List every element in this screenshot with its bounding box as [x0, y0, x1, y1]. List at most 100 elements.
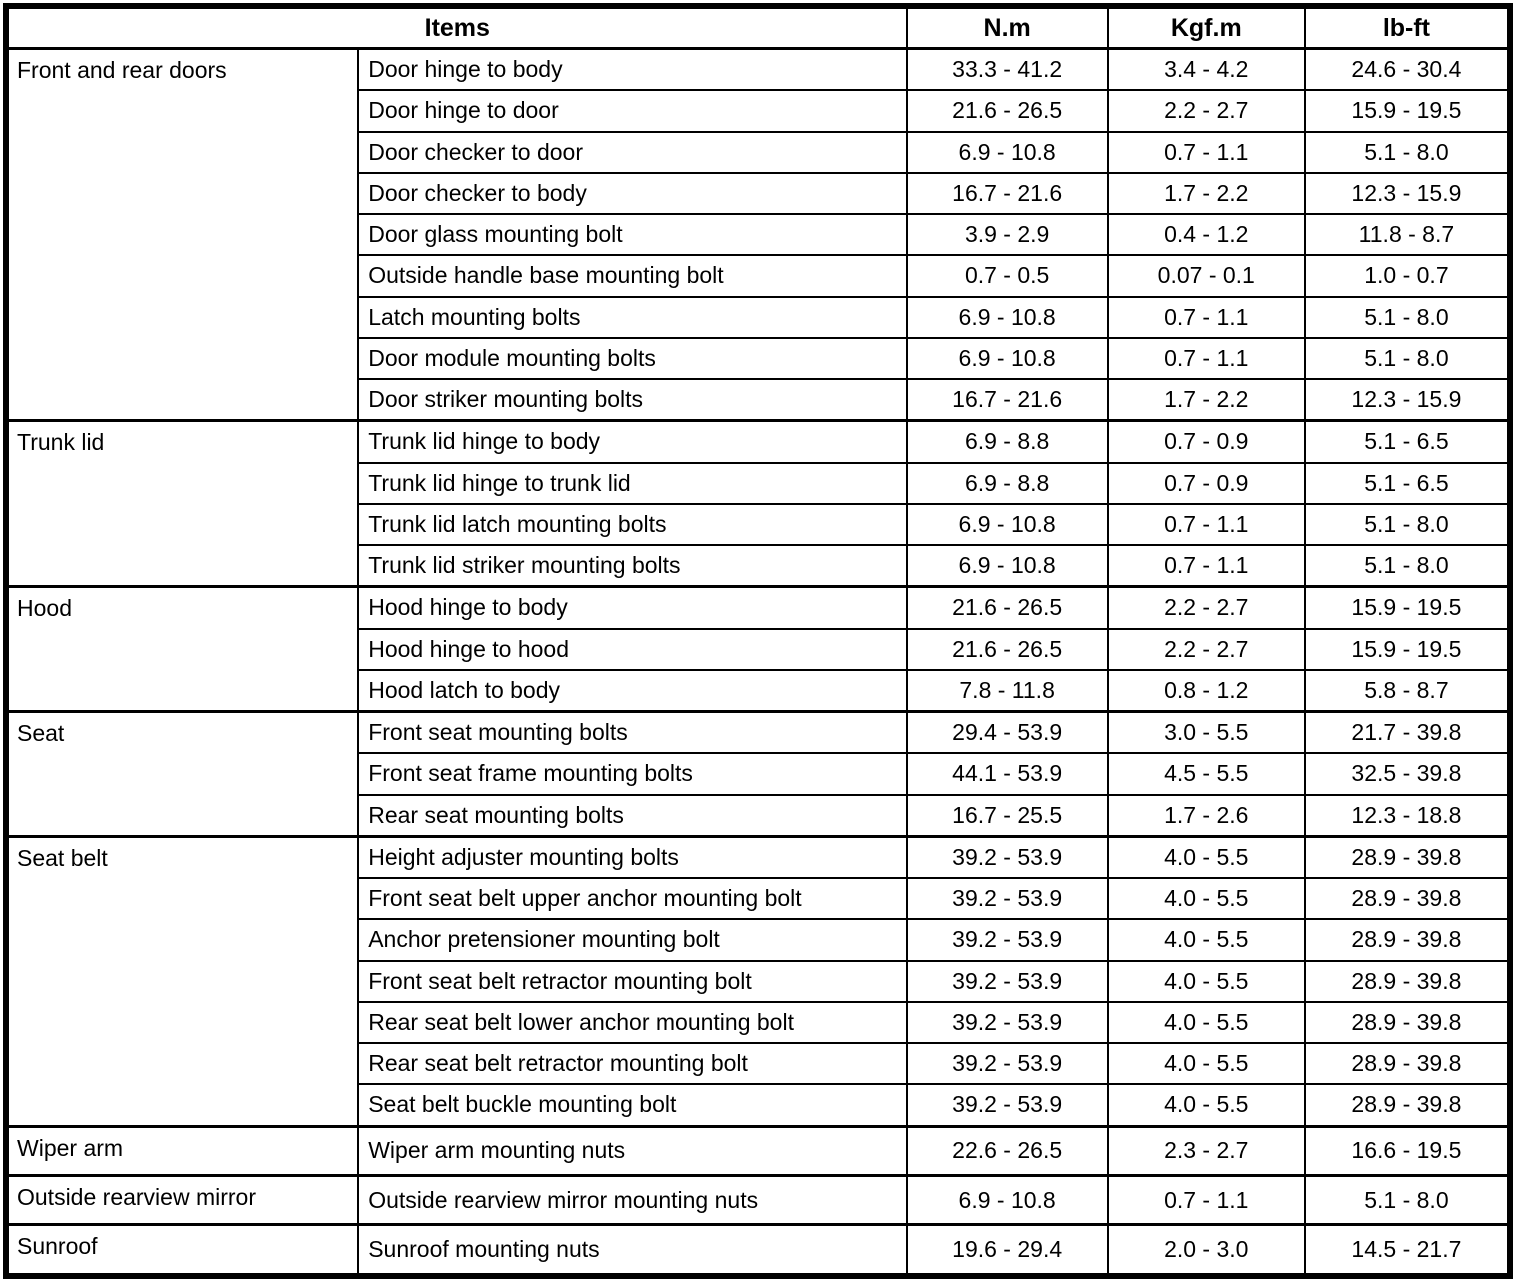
nm-value-cell: 39.2 - 53.9	[905, 959, 1109, 1003]
table-row: Anchor pretensioner mounting bolt 39.2 - …	[6, 918, 1512, 962]
kgfm-value-cell: 0.07 - 0.1	[1106, 254, 1306, 298]
table-row: Front seat belt upper anchor mounting bo…	[6, 876, 1512, 921]
kgfm-value-cell: 4.0 - 5.5	[1106, 918, 1306, 962]
table-row: Outside handle base mounting bolt 0.7 - 0…	[6, 254, 1512, 298]
kgfm-value-cell: 0.8 - 1.2	[1106, 668, 1306, 713]
nm-value-cell: 39.2 - 53.9	[905, 1083, 1109, 1127]
nm-value-cell: 6.9 - 10.8	[905, 336, 1109, 381]
lbft-value-cell: 28.9 - 39.8	[1303, 876, 1512, 921]
kgfm-value-cell: 4.0 - 5.5	[1106, 959, 1306, 1003]
nm-value-cell: 29.4 - 53.9	[905, 710, 1109, 755]
table-row: Hood latch to body 7.8 - 11.8 0.8 - 1.2 5.8…	[6, 668, 1512, 713]
nm-value-cell: 39.2 - 53.9	[905, 834, 1109, 879]
nm-value-cell: 39.2 - 53.9	[905, 876, 1109, 921]
table-row: Front seat frame mounting bolts 44.1 - 53…	[6, 752, 1512, 796]
nm-value-cell: 39.2 - 53.9	[905, 1000, 1109, 1045]
item-cell: Trunk lid striker mounting bolts	[357, 544, 908, 588]
nm-value-cell: 21.6 - 26.5	[905, 585, 1109, 630]
category-cell: Seat	[4, 710, 360, 838]
category-cell: Trunk lid	[4, 419, 360, 588]
nm-value-cell: 6.9 - 10.8	[905, 502, 1109, 547]
item-cell: Front seat frame mounting bolts	[357, 752, 908, 796]
kgfm-value-cell: 0.7 - 1.1	[1106, 1173, 1306, 1226]
nm-value-cell: 21.6 - 26.5	[905, 627, 1109, 671]
nm-value-cell: 3.9 - 2.9	[905, 212, 1109, 257]
kgfm-value-cell: 2.0 - 3.0	[1106, 1223, 1306, 1278]
table-row: Door hinge to door 21.6 - 26.5 2.2 - 2.7 15…	[6, 89, 1512, 133]
table-row: Hood Hood hinge to body 21.6 - 26.5 2.2 - 2…	[4, 585, 1512, 713]
lbft-value-cell: 5.1 - 8.0	[1303, 295, 1512, 339]
lbft-value-cell: 28.9 - 39.8	[1303, 1041, 1512, 1086]
lbft-value-cell: 15.9 - 19.5	[1303, 585, 1512, 630]
table-row: Hood hinge to hood 21.6 - 26.5 2.2 - 2.7 15…	[6, 627, 1512, 671]
category-cell: Seat belt	[4, 834, 360, 1127]
table-row: Trunk lid latch mounting bolts 6.9 - 10.8…	[6, 502, 1512, 547]
lbft-value-cell: 12.3 - 15.9	[1303, 171, 1512, 216]
item-cell: Door hinge to body	[357, 47, 908, 92]
item-cell: Door module mounting bolts	[357, 336, 908, 381]
kgfm-value-cell: 2.2 - 2.7	[1106, 585, 1306, 630]
table-row: Sunroof Sunroof mounting nuts 19.6 - 29.4 2…	[4, 1223, 1512, 1278]
column-header-lbft: lb-ft	[1303, 5, 1512, 50]
table-row: Outside rearview mirror Outside rearview …	[4, 1173, 1512, 1226]
table-row: Trunk lid Trunk lid hinge to body 6.9 - 8.…	[4, 419, 1512, 588]
table-row: Door checker to body 16.7 - 21.6 1.7 - 2.2…	[6, 171, 1512, 216]
lbft-value-cell: 5.1 - 8.0	[1303, 336, 1512, 381]
item-cell: Hood hinge to body	[357, 585, 908, 630]
table-body: Front and rear doors Door hinge to body 33…	[4, 46, 1512, 1278]
table-row: Latch mounting bolts 6.9 - 10.8 0.7 - 1.1 5…	[6, 295, 1512, 339]
item-cell: Height adjuster mounting bolts	[357, 834, 908, 879]
table-row: Front and rear doors Door hinge to body 33…	[4, 46, 1512, 422]
lbft-value-cell: 12.3 - 15.9	[1303, 378, 1512, 422]
kgfm-value-cell: 0.4 - 1.2	[1106, 212, 1306, 257]
kgfm-value-cell: 1.7 - 2.2	[1106, 378, 1306, 422]
item-cell: Trunk lid latch mounting bolts	[357, 502, 908, 547]
lbft-value-cell: 28.9 - 39.8	[1303, 918, 1512, 962]
kgfm-value-cell: 1.7 - 2.6	[1106, 793, 1306, 838]
lbft-value-cell: 5.1 - 8.0	[1303, 1173, 1512, 1226]
table-row: Door glass mounting bolt 3.9 - 2.9 0.4 - 1…	[6, 212, 1512, 257]
kgfm-value-cell: 0.7 - 1.1	[1106, 336, 1306, 381]
kgfm-value-cell: 2.2 - 2.7	[1106, 89, 1306, 133]
torque-spec-table: Items N.m Kgf.m lb-ft Front and rear doo…	[3, 3, 1513, 1279]
nm-value-cell: 16.7 - 25.5	[905, 793, 1109, 838]
table-row: Rear seat mounting bolts 16.7 - 25.5 1.7 -…	[6, 793, 1512, 838]
table-row: Seat belt Height adjuster mounting bolts 3…	[4, 834, 1512, 1127]
nm-value-cell: 6.9 - 10.8	[905, 1173, 1109, 1226]
kgfm-value-cell: 3.4 - 4.2	[1106, 47, 1306, 92]
nm-value-cell: 16.7 - 21.6	[905, 378, 1109, 422]
item-cell: Front seat belt upper anchor mounting bo…	[357, 876, 908, 921]
table-row: Seat Front seat mounting bolts 29.4 - 53.9…	[4, 710, 1512, 838]
nm-value-cell: 16.7 - 21.6	[905, 171, 1109, 216]
lbft-value-cell: 5.1 - 8.0	[1303, 544, 1512, 588]
kgfm-value-cell: 0.7 - 1.1	[1106, 502, 1306, 547]
item-cell: Door striker mounting bolts	[357, 378, 908, 422]
nm-value-cell: 39.2 - 53.9	[905, 1041, 1109, 1086]
column-header-nm: N.m	[905, 5, 1109, 50]
table-row: Seat belt buckle mounting bolt 39.2 - 53.…	[6, 1083, 1512, 1127]
category-cell: Front and rear doors	[4, 46, 360, 422]
item-cell: Rear seat belt lower anchor mounting bol…	[357, 1000, 908, 1045]
lbft-value-cell: 28.9 - 39.8	[1303, 834, 1512, 879]
table-row: Door checker to door 6.9 - 10.8 0.7 - 1.1 5…	[6, 130, 1512, 174]
table-header: Items N.m Kgf.m lb-ft	[5, 5, 1512, 50]
item-cell: Wiper arm mounting nuts	[357, 1124, 908, 1177]
lbft-value-cell: 5.1 - 6.5	[1303, 461, 1512, 505]
kgfm-value-cell: 4.0 - 5.5	[1106, 1041, 1306, 1086]
nm-value-cell: 6.9 - 8.8	[905, 461, 1109, 505]
kgfm-value-cell: 2.3 - 2.7	[1106, 1124, 1306, 1177]
item-cell: Hood latch to body	[357, 668, 908, 713]
kgfm-value-cell: 0.7 - 1.1	[1106, 130, 1306, 174]
header-row: Items N.m Kgf.m lb-ft	[5, 5, 1512, 50]
item-cell: Rear seat belt retractor mounting bolt	[357, 1041, 908, 1086]
kgfm-value-cell: 0.7 - 1.1	[1106, 544, 1306, 588]
kgfm-value-cell: 0.7 - 1.1	[1106, 295, 1306, 339]
item-cell: Trunk lid hinge to body	[357, 419, 908, 464]
lbft-value-cell: 28.9 - 39.8	[1303, 1083, 1512, 1127]
nm-value-cell: 33.3 - 41.2	[905, 47, 1109, 92]
item-cell: Door glass mounting bolt	[357, 212, 908, 257]
item-cell: Rear seat mounting bolts	[357, 793, 908, 838]
nm-value-cell: 6.9 - 10.8	[905, 544, 1109, 588]
item-cell: Door hinge to door	[357, 89, 908, 133]
